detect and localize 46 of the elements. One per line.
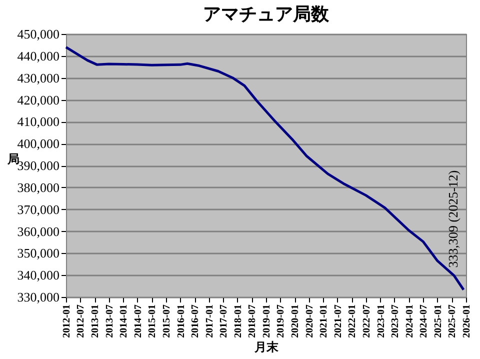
- x-tick-label: 2023-07: [390, 304, 401, 338]
- x-tick-label: 2017-07: [218, 304, 230, 338]
- x-tick-label: 2015-07: [161, 304, 172, 338]
- y-axis-title: 局: [6, 152, 20, 166]
- x-tick-label: 2015-01: [147, 304, 158, 338]
- x-tick-label: 2020-07: [304, 304, 316, 338]
- x-tick-label: 2014-07: [132, 304, 144, 338]
- x-tick-label: 2024-07: [418, 304, 430, 338]
- x-tick-label: 2014-01: [118, 304, 130, 338]
- y-tick-label: 420,000: [17, 92, 60, 108]
- y-tick-label: 440,000: [17, 48, 60, 64]
- x-tick-label: 2020-01: [290, 304, 302, 338]
- y-tick-label: 430,000: [17, 70, 60, 86]
- x-tick-label: 2012-01: [62, 304, 72, 338]
- y-tick-label: 360,000: [17, 224, 60, 239]
- x-tick-label: 2021-07: [332, 304, 344, 338]
- x-tick-label: 2018-07: [247, 304, 258, 338]
- chart-title: アマチュア局数: [203, 4, 330, 24]
- x-tick-label: 2023-01: [376, 304, 387, 338]
- y-tick-label: 400,000: [17, 136, 60, 152]
- annotation: 333,309 (2025-12): [446, 170, 461, 268]
- x-tick-label: 2013-01: [90, 304, 102, 338]
- y-tick-label: 450,000: [17, 26, 60, 42]
- x-tick-label: 2019-07: [276, 304, 287, 338]
- x-tick-label: 2026-01: [462, 304, 472, 338]
- x-tick-label: 2012-07: [76, 304, 87, 338]
- y-tick-label: 330,000: [17, 290, 60, 304]
- y-tick-label: 370,000: [17, 202, 60, 217]
- x-tick-label: 2018-01: [232, 304, 244, 338]
- x-tick-label: 2022-07: [361, 304, 372, 338]
- y-tick-label: 340,000: [17, 268, 60, 283]
- line-series: [64, 46, 465, 291]
- x-tick-label: 2025-07: [447, 304, 458, 338]
- x-axis-title: 月末: [254, 340, 280, 354]
- y-tick-label: 380,000: [17, 180, 60, 195]
- y-tick-label: 350,000: [17, 246, 60, 261]
- x-tick-label: 2017-01: [204, 304, 216, 338]
- x-tick-label: 2024-01: [404, 304, 416, 338]
- x-tick-label: 2021-01: [318, 304, 330, 338]
- x-tick-label: 2025-01: [432, 304, 444, 338]
- x-tick-label: 2016-01: [176, 304, 187, 338]
- x-tick-label: 2016-07: [190, 304, 202, 338]
- x-tick-label: 2013-07: [104, 304, 116, 338]
- y-tick-label: 410,000: [17, 114, 60, 130]
- x-tick-label: 2019-01: [262, 304, 272, 338]
- x-tick-label: 2022-01: [347, 304, 358, 338]
